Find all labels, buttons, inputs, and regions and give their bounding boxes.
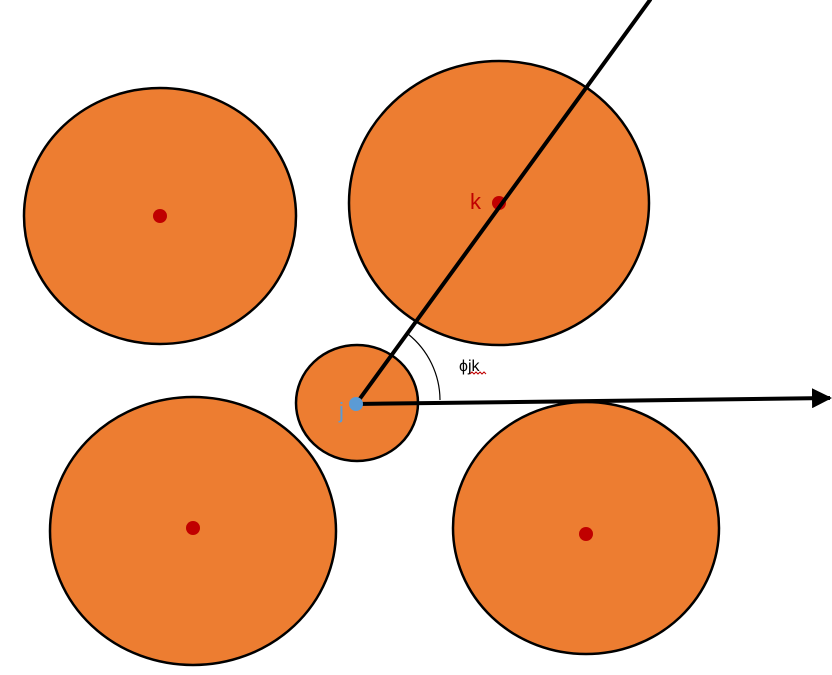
center-dot-bottom-left [186,521,200,535]
branch-line-j-k [354,0,652,406]
angle-label: ϕjk [459,358,481,375]
center-dot-bottom-right [579,527,593,541]
center-dot-top-left [153,209,167,223]
angle-arc [407,333,441,401]
center-dot-j [349,397,363,411]
reference-axis-arrow [355,388,832,409]
angle-phi-symbol: ϕ [459,358,468,375]
angle-subscript: jk [467,358,481,375]
label-k: k [470,189,482,214]
label-j: j [338,398,344,423]
spellcheck-underline [469,371,487,375]
